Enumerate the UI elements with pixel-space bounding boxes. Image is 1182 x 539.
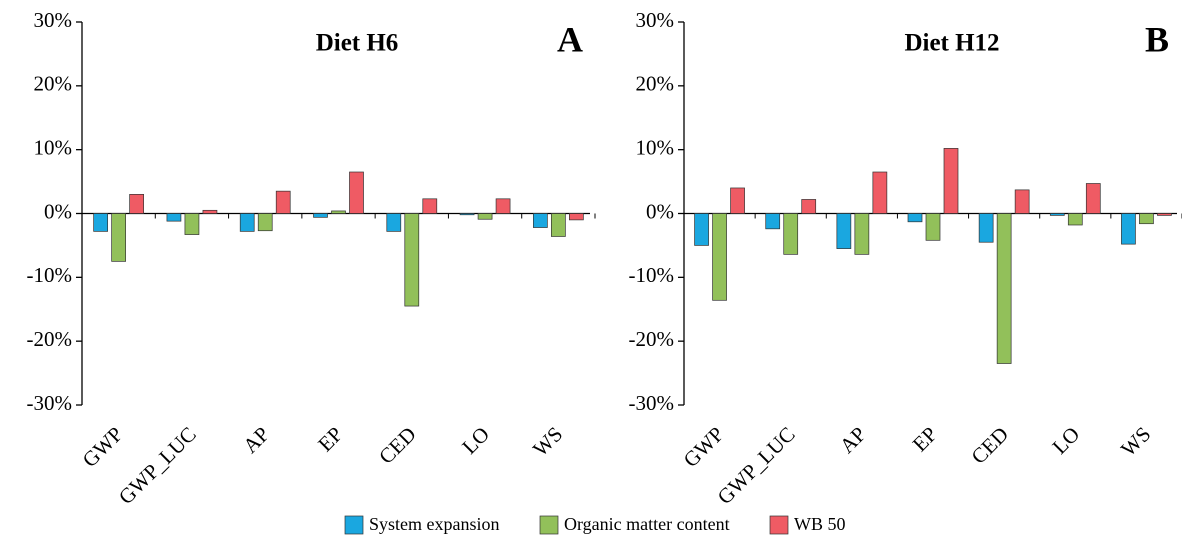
bar bbox=[730, 187, 745, 214]
bar bbox=[801, 199, 817, 214]
bar bbox=[331, 210, 346, 214]
y-tick-label: 0% bbox=[44, 199, 72, 223]
bar bbox=[349, 171, 364, 214]
x-tick-label: LO bbox=[1047, 422, 1084, 459]
chart-title: Diet H12 bbox=[904, 30, 999, 57]
bar bbox=[1014, 189, 1030, 214]
x-tick-label: GWP_LUC bbox=[713, 422, 800, 509]
x-tick-label: GWP_LUC bbox=[114, 422, 201, 509]
y-tick-label: -20% bbox=[629, 327, 675, 351]
chart-title: Diet H6 bbox=[316, 30, 399, 57]
bar bbox=[694, 213, 709, 246]
y-tick-label: -10% bbox=[27, 263, 73, 287]
x-tick-label: GWP bbox=[679, 422, 729, 472]
bar bbox=[166, 213, 182, 222]
bar bbox=[111, 213, 126, 262]
panel-letter: A bbox=[557, 19, 583, 59]
bar bbox=[907, 213, 923, 223]
bar bbox=[459, 213, 475, 216]
bar bbox=[1049, 213, 1065, 216]
y-tick-label: 10% bbox=[636, 135, 675, 159]
y-tick-label: 10% bbox=[34, 135, 73, 159]
y-tick-label: -10% bbox=[629, 263, 675, 287]
x-tick-label: EP bbox=[313, 422, 347, 456]
bar bbox=[129, 194, 144, 214]
bar bbox=[477, 213, 493, 220]
bar bbox=[239, 213, 255, 232]
x-tick-label: EP bbox=[908, 422, 942, 456]
y-tick-label: -30% bbox=[27, 391, 73, 415]
bar bbox=[257, 213, 273, 232]
bar bbox=[712, 213, 727, 301]
y-tick-label: 30% bbox=[636, 8, 675, 32]
x-tick-label: WS bbox=[528, 422, 567, 461]
bar bbox=[783, 213, 799, 255]
bar bbox=[1121, 213, 1136, 245]
x-tick-label: AP bbox=[835, 422, 871, 458]
legend-label: System expansion bbox=[369, 514, 500, 534]
bar bbox=[872, 171, 888, 214]
y-tick-label: 30% bbox=[34, 8, 73, 32]
x-tick-label: WS bbox=[1116, 422, 1155, 461]
bar bbox=[1139, 213, 1154, 225]
legend-swatch bbox=[769, 515, 789, 535]
bar bbox=[1067, 213, 1083, 226]
x-tick-label: CED bbox=[966, 422, 1013, 469]
legend-label: Organic matter content bbox=[564, 514, 730, 534]
y-tick-label: 20% bbox=[34, 72, 73, 96]
legend-swatch bbox=[539, 515, 559, 535]
bar bbox=[533, 213, 548, 228]
x-tick-label: GWP bbox=[78, 422, 128, 472]
bar bbox=[386, 213, 402, 232]
bar bbox=[404, 213, 420, 307]
bar bbox=[978, 213, 994, 243]
bar bbox=[422, 198, 438, 214]
x-tick-label: CED bbox=[374, 422, 421, 469]
bar bbox=[275, 190, 291, 214]
bar bbox=[202, 209, 218, 214]
bar bbox=[551, 213, 566, 237]
y-tick-label: -30% bbox=[629, 391, 675, 415]
bar bbox=[854, 213, 870, 255]
bar bbox=[1157, 213, 1172, 216]
bar bbox=[836, 213, 852, 249]
y-tick-label: -20% bbox=[27, 327, 73, 351]
bar bbox=[943, 148, 959, 214]
bar bbox=[996, 213, 1012, 364]
y-tick-label: 20% bbox=[636, 72, 675, 96]
bar bbox=[93, 213, 108, 232]
panel-letter: B bbox=[1145, 19, 1169, 59]
legend-label: WB 50 bbox=[794, 514, 846, 534]
bar bbox=[925, 213, 941, 241]
bar bbox=[313, 213, 328, 218]
legend-swatch bbox=[344, 515, 364, 535]
bar bbox=[1085, 183, 1101, 214]
x-tick-label: LO bbox=[457, 422, 494, 459]
bar bbox=[765, 213, 781, 230]
bar bbox=[184, 213, 200, 235]
y-tick-label: 0% bbox=[646, 199, 674, 223]
bar bbox=[495, 198, 511, 214]
bar bbox=[569, 213, 584, 221]
x-tick-label: AP bbox=[238, 422, 274, 458]
